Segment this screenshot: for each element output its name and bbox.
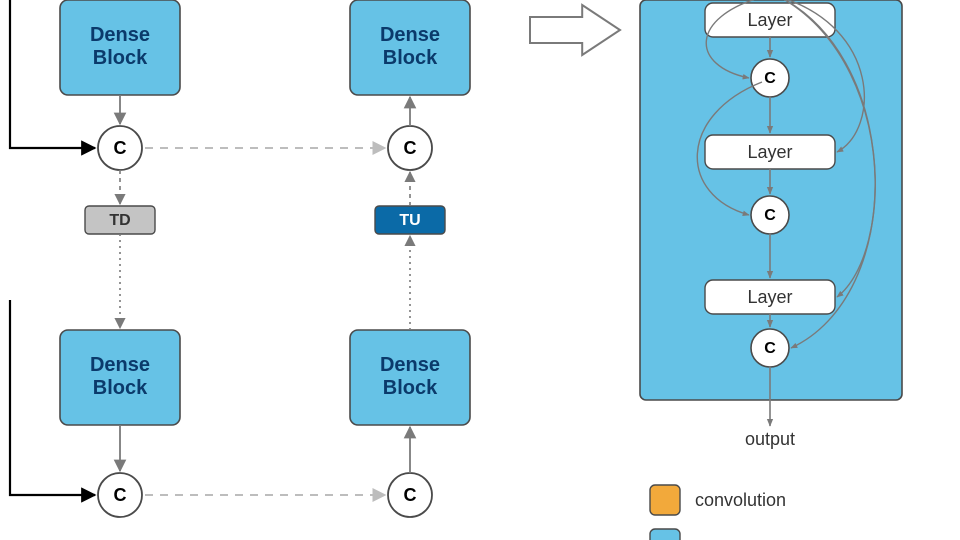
concat-label: C <box>404 485 417 505</box>
detail-concat-2: C <box>751 196 789 234</box>
legend-swatch-convolution <box>650 485 680 515</box>
dense-block-label: DenseBlock <box>90 354 150 399</box>
concat-label: C <box>764 70 776 87</box>
detail-layer-2: Layer <box>705 135 835 169</box>
dense-block-label: DenseBlock <box>380 24 440 69</box>
dense-block-label: DenseBlock <box>90 24 150 69</box>
legend-label-convolution: convolution <box>695 490 786 510</box>
dense-block-left-bottom: DenseBlock <box>60 330 180 425</box>
layer-label: Layer <box>747 142 792 162</box>
transition-down: TD <box>85 206 155 234</box>
transition-up: TU <box>375 206 445 234</box>
layer-label: Layer <box>747 287 792 307</box>
concat-label: C <box>764 207 776 224</box>
concat-right-bottom: C <box>388 473 432 517</box>
layer-label: Layer <box>747 10 792 30</box>
concat-label: C <box>404 138 417 158</box>
transition-down-label: TD <box>109 212 130 229</box>
concat-label: C <box>114 138 127 158</box>
dense-block-right-bottom: DenseBlock <box>350 330 470 425</box>
detail-concat-1: C <box>751 59 789 97</box>
detail-layer-1: Layer <box>705 3 835 37</box>
dense-block-right-top: DenseBlock <box>350 0 470 95</box>
detail-layer-3: Layer <box>705 280 835 314</box>
dense-block-label: DenseBlock <box>380 354 440 399</box>
detail-concat-3: C <box>751 329 789 367</box>
concat-label: C <box>114 485 127 505</box>
legend-swatch-dense <box>650 529 680 540</box>
output-label: output <box>745 429 795 449</box>
dense-block-left-top: DenseBlock <box>60 0 180 95</box>
concat-label: C <box>764 340 776 357</box>
concat-left-bottom: C <box>98 473 142 517</box>
concat-right-top: C <box>388 126 432 170</box>
transition-up-label: TU <box>399 212 420 229</box>
concat-left-top: C <box>98 126 142 170</box>
